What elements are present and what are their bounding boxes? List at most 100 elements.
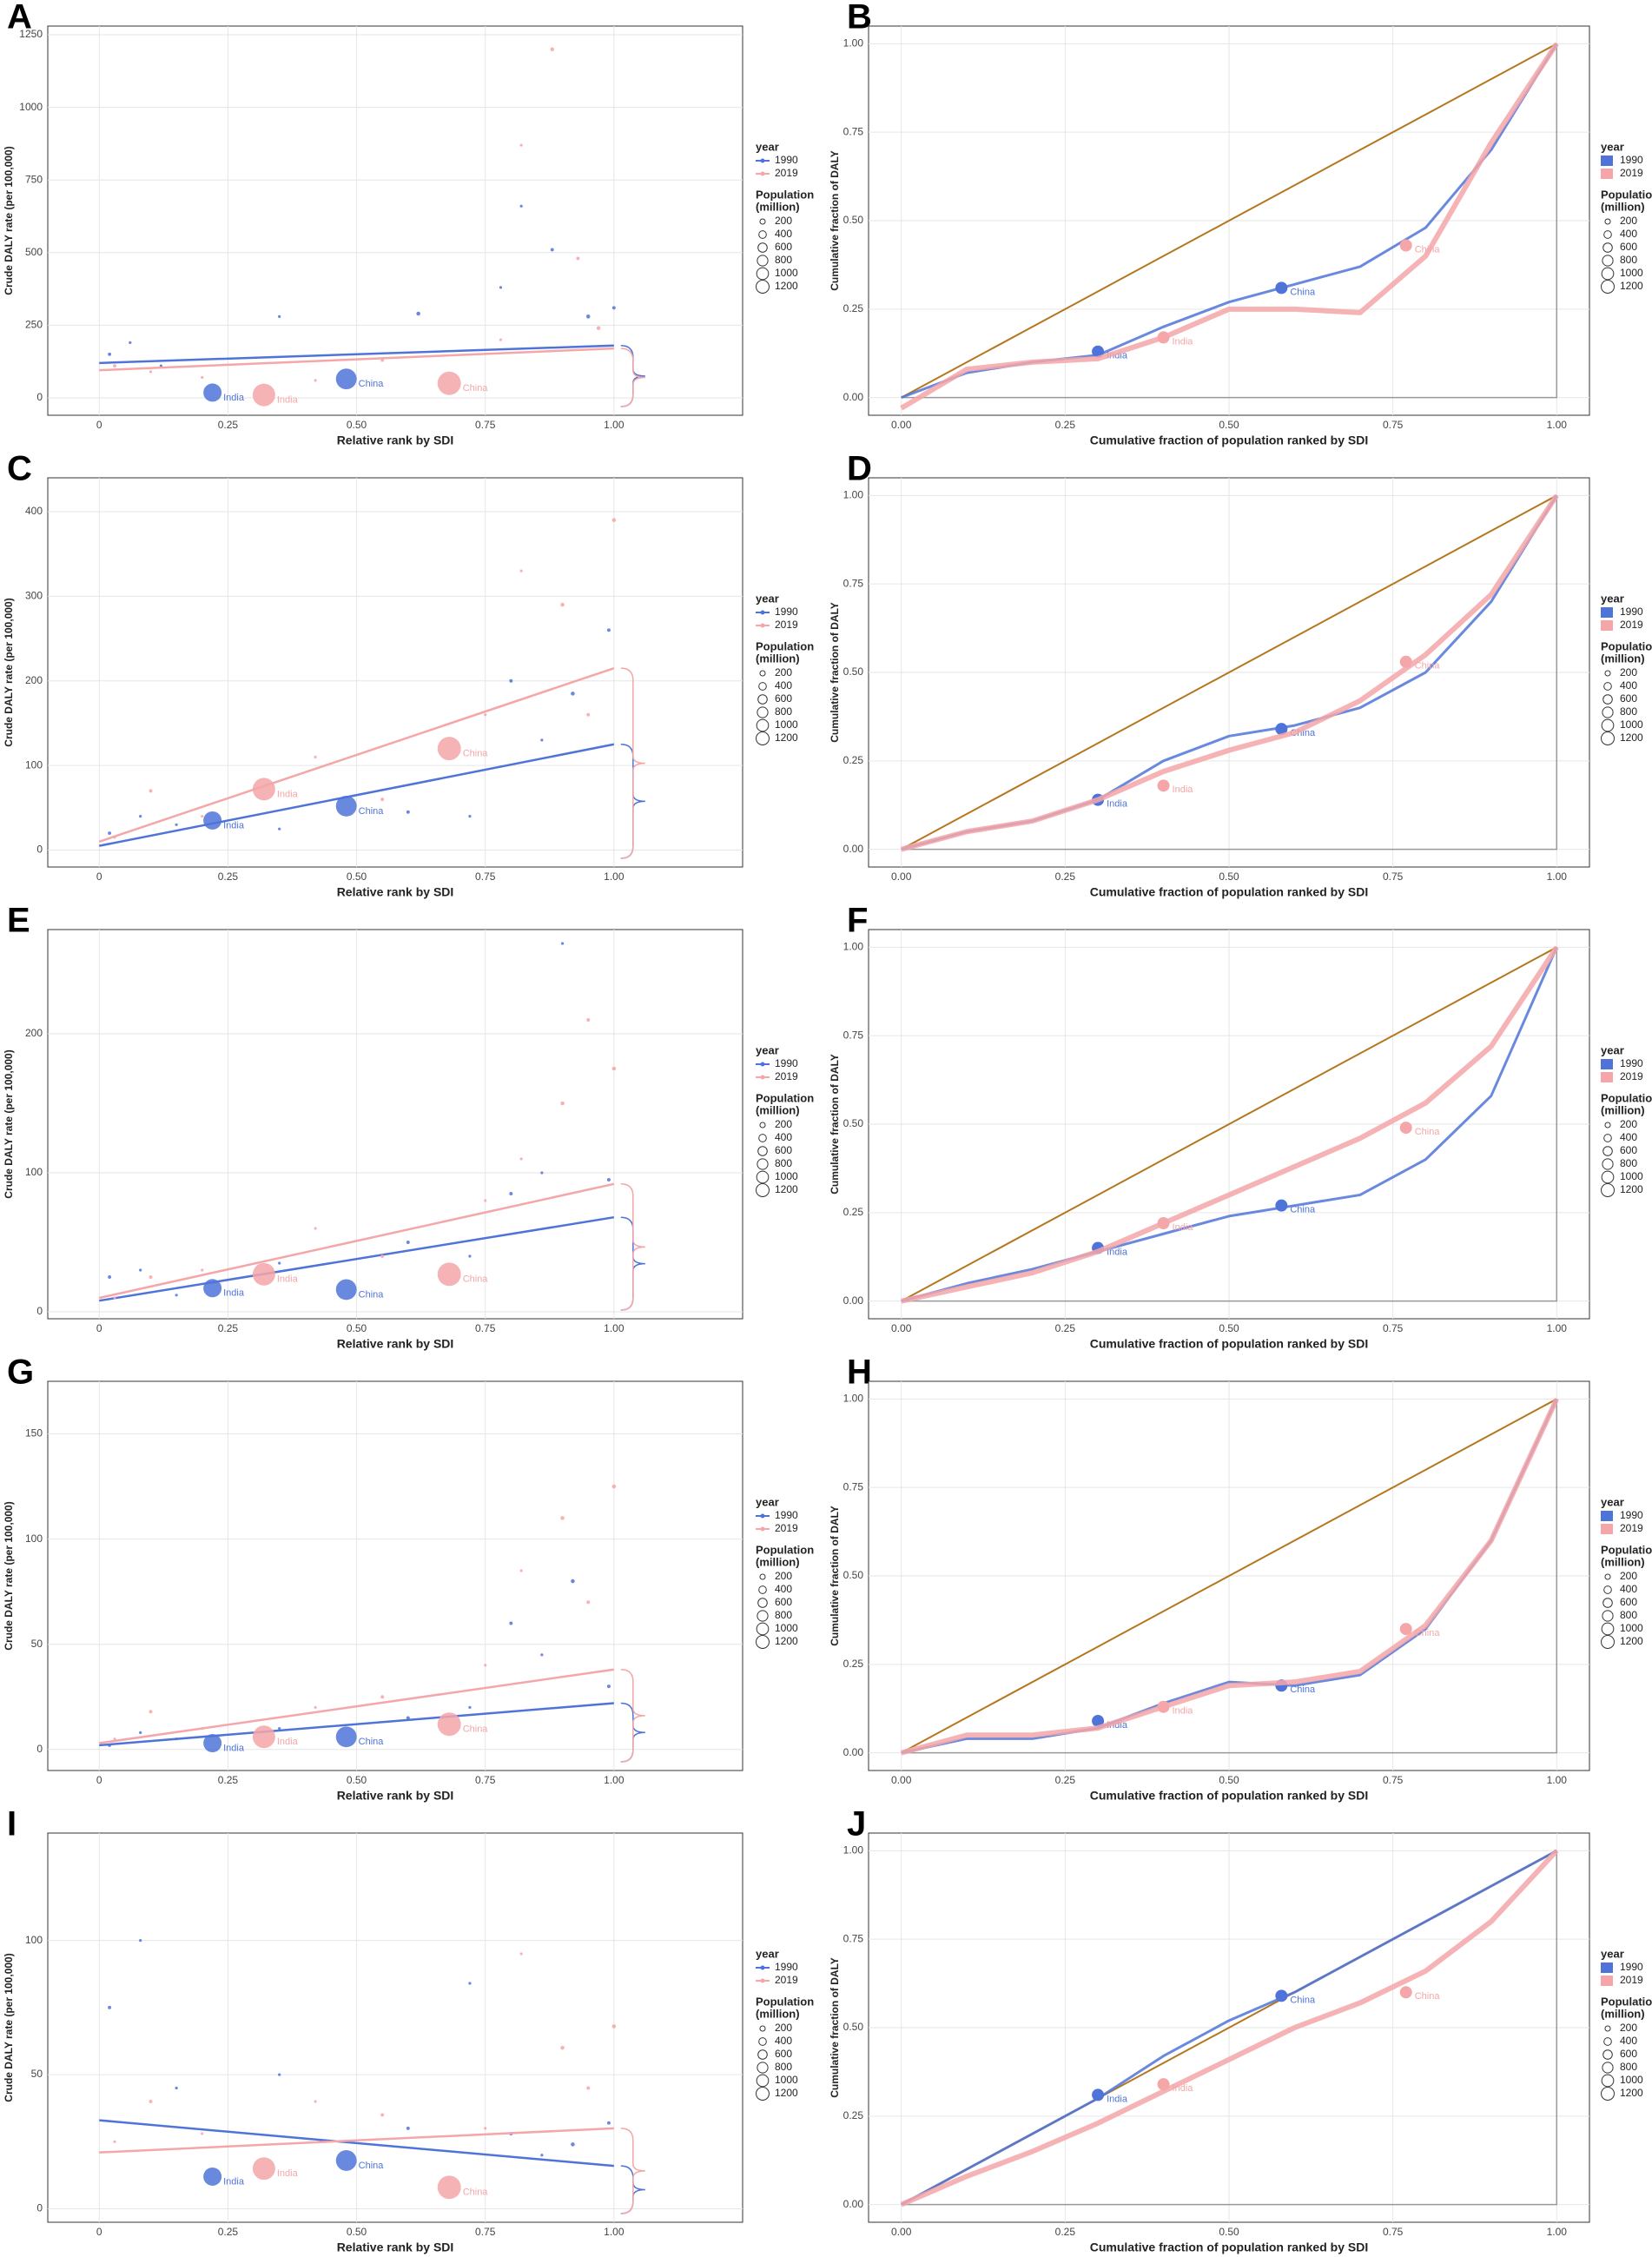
size-key	[1601, 280, 1615, 294]
size-label: 800	[1620, 1157, 1637, 1169]
y-tick-label: 0.00	[843, 1746, 864, 1758]
y-axis-label: Crude DALY rate (per 100,000)	[3, 146, 15, 295]
size-label: 400	[775, 679, 792, 692]
size-key	[1603, 682, 1612, 691]
bubble	[550, 47, 555, 52]
size-label: 600	[775, 2048, 792, 2060]
bubble	[113, 1296, 116, 1300]
legend-key-dot	[1605, 623, 1610, 628]
fit-line	[99, 347, 614, 372]
legend-label: 2019	[1620, 619, 1643, 631]
bubble	[606, 1178, 611, 1181]
bubble	[540, 1171, 544, 1175]
x-tick-label: 0.50	[1219, 1774, 1239, 1786]
x-tick-label: 0.75	[475, 2226, 496, 2238]
size-key	[1601, 267, 1615, 281]
bubble	[468, 1982, 472, 1985]
y-tick-label: 150	[25, 1427, 43, 1440]
size-key	[757, 694, 768, 705]
panel-letter: H	[847, 1354, 872, 1392]
x-tick-label: 0.25	[1055, 1774, 1076, 1786]
bubble	[586, 2086, 591, 2090]
legend-key-dot	[1605, 158, 1610, 163]
size-key	[1601, 1170, 1615, 1184]
x-tick-label: 0.25	[1055, 2226, 1076, 2238]
legend-key-dot	[1605, 1075, 1610, 1080]
size-key	[757, 2062, 769, 2074]
size-key	[1602, 694, 1613, 705]
legend-title: year	[756, 1043, 779, 1056]
size-key	[758, 1585, 767, 1594]
bubble	[406, 810, 410, 814]
size-legend-title: Population	[756, 1543, 814, 1556]
y-axis-label: Cumulative fraction of DALY	[829, 150, 841, 291]
legend-label: 2019	[775, 1974, 798, 1986]
y-tick-label: 0.50	[843, 1117, 864, 1129]
bubble	[606, 628, 611, 632]
bubble	[252, 1262, 275, 1286]
x-tick-label: 0.75	[1383, 419, 1404, 431]
size-label: 200	[775, 1570, 792, 1582]
y-tick-label: 0.25	[843, 1206, 864, 1218]
legend-label: 1990	[1620, 1509, 1643, 1521]
x-axis-label: Relative rank by SDI	[337, 1337, 454, 1351]
legend-key-dot	[760, 158, 765, 163]
size-label: 800	[1620, 705, 1637, 718]
bubble	[149, 789, 153, 793]
fit-line	[99, 2119, 614, 2168]
size-label: 1200	[775, 1183, 798, 1195]
point-label: India	[223, 2176, 245, 2187]
fit-line	[99, 1668, 615, 1744]
y-tick-label: 1.00	[843, 489, 864, 501]
size-key	[756, 2074, 770, 2088]
size-label: 1000	[1620, 2074, 1643, 2086]
bubble	[149, 1275, 153, 1279]
y-tick-label: 500	[25, 246, 43, 258]
x-tick-label: 0.75	[475, 870, 496, 883]
legend-key-dot	[760, 1075, 765, 1080]
size-key	[1604, 1573, 1611, 1580]
size-key	[1603, 2037, 1612, 2046]
concentration-curve	[900, 42, 1559, 411]
bubble	[139, 1731, 142, 1735]
size-label: 200	[775, 666, 792, 678]
bubble	[560, 602, 565, 607]
bubble	[278, 314, 281, 318]
legend-label: 1990	[1620, 606, 1643, 618]
size-label: 1000	[775, 718, 798, 731]
x-tick-label: 0.75	[1383, 2226, 1404, 2238]
legend-key-dot	[760, 1978, 765, 1983]
legend-label: 2019	[1620, 1974, 1643, 1986]
x-tick-label: 0.75	[475, 1774, 496, 1786]
size-label: 600	[1620, 241, 1637, 253]
legend-title: year	[1601, 1947, 1624, 1960]
frame-line	[901, 1399, 1558, 1754]
x-tick-label: 0.25	[1055, 870, 1076, 883]
country-point	[1275, 1199, 1288, 1212]
bubble	[335, 2149, 357, 2171]
x-tick-label: 0.50	[1219, 1322, 1239, 1334]
legend-key-dot	[1605, 1526, 1610, 1532]
fit-line	[98, 666, 615, 843]
size-legend-title: Population	[756, 1995, 814, 2008]
bubble	[509, 678, 513, 683]
legend-title: year	[756, 1495, 779, 1508]
bubble	[416, 311, 420, 316]
bubble	[203, 2167, 222, 2186]
size-key	[757, 242, 768, 253]
bubble	[108, 1275, 112, 1279]
size-key	[1601, 1183, 1615, 1197]
fit-line	[99, 2127, 614, 2154]
size-label: 1200	[775, 731, 798, 744]
bubble	[484, 1199, 487, 1202]
size-key	[1602, 1610, 1614, 1622]
legend-label: 1990	[775, 1509, 798, 1521]
bubble	[499, 286, 503, 289]
fit-line	[99, 344, 614, 365]
size-label: 800	[775, 705, 792, 718]
y-tick-label: 1.00	[843, 37, 864, 50]
size-label: 800	[1620, 2061, 1637, 2073]
concentration-curve	[901, 945, 1559, 1304]
bubble	[380, 1254, 385, 1258]
y-axis-label: Cumulative fraction of DALY	[829, 1957, 841, 2098]
